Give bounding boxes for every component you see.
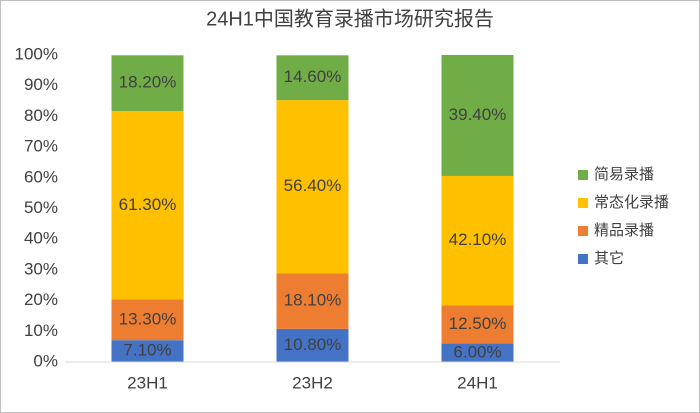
value-label: 14.60% [284, 67, 342, 86]
y-tick-label: 100% [15, 44, 58, 63]
y-tick-label: 0% [33, 351, 58, 370]
bar-segment [276, 55, 349, 101]
value-label: 13.30% [119, 309, 177, 328]
value-label: 10.80% [284, 335, 342, 354]
y-tick-label: 30% [24, 259, 58, 278]
legend-swatch [578, 226, 588, 236]
y-tick-label: 80% [24, 106, 58, 125]
bar-segment [276, 273, 349, 329]
value-label: 7.10% [123, 341, 171, 360]
y-tick-label: 90% [24, 75, 58, 94]
legend-label: 其它 [594, 249, 624, 267]
x-tick-label: 23H1 [127, 373, 168, 392]
y-tick-label: 10% [24, 321, 58, 340]
y-tick-label: 70% [24, 137, 58, 156]
legend-swatch [578, 254, 588, 264]
bar-segment [441, 305, 514, 344]
y-tick-label: 50% [24, 198, 58, 217]
value-label: 42.10% [449, 230, 507, 249]
bar-segment [111, 299, 184, 341]
y-tick-label: 60% [24, 167, 58, 186]
value-label: 6.00% [453, 342, 501, 361]
bar-segment [111, 340, 184, 362]
value-label: 12.50% [449, 314, 507, 333]
bar-segment [441, 343, 514, 362]
bar-segment [441, 175, 514, 306]
bar-segment [111, 111, 184, 300]
y-tick-label: 40% [24, 229, 58, 248]
value-label: 39.40% [449, 105, 507, 124]
legend-swatch [578, 170, 588, 180]
legend-label: 常态化录播 [594, 194, 669, 211]
x-tick-label: 23H2 [292, 373, 333, 392]
value-label: 18.10% [284, 291, 342, 310]
value-label: 56.40% [284, 176, 342, 195]
chart-title: 24H1中国教育录播市场研究报告 [206, 7, 494, 30]
bar-segment [276, 328, 349, 362]
legend-swatch [578, 198, 588, 208]
value-label: 18.20% [119, 73, 177, 92]
x-tick-label: 24H1 [457, 373, 498, 392]
y-tick-label: 20% [24, 290, 58, 309]
legend-label: 简易录播 [594, 166, 654, 183]
legend-label: 精品录播 [594, 222, 654, 239]
bar-segment [111, 55, 184, 112]
bar-segment [276, 100, 349, 274]
bar-segment [441, 55, 514, 176]
value-label: 61.30% [119, 195, 177, 214]
